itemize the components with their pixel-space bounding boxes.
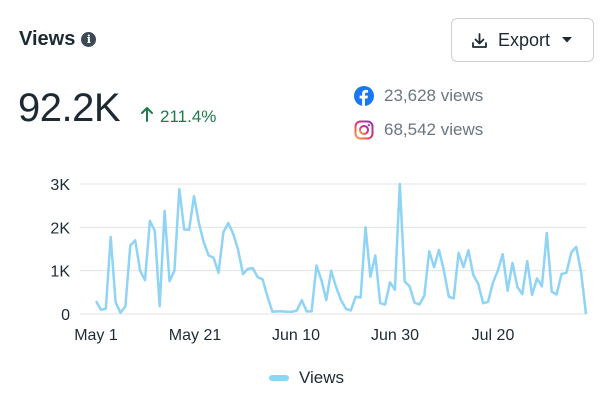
facebook-views: 23,628 views (354, 86, 483, 106)
series-line-views (94, 182, 588, 315)
x-tick-label: Jun 10 (272, 327, 320, 344)
views-header: Views i (19, 28, 97, 51)
views-line-chart: 0 1K 2K 3K May 1 May 21 Jun 10 Jun 30 Jul 20 (50, 177, 588, 344)
facebook-icon (354, 86, 374, 106)
change-indicator: 211.4% (140, 106, 216, 127)
y-tick-label: 2K (50, 220, 70, 237)
x-tick-label: May 21 (169, 327, 222, 344)
facebook-views-text: 23,628 views (384, 86, 484, 105)
total-views: 92.2K (18, 86, 121, 130)
legend-swatch (269, 375, 289, 381)
instagram-views: 68,542 views (354, 120, 483, 140)
info-icon[interactable]: i (81, 32, 97, 47)
chart-series (94, 182, 588, 315)
chevron-down-icon (560, 35, 574, 45)
chart-legend[interactable]: Views (269, 368, 344, 388)
y-tick-label: 3K (50, 177, 70, 194)
change-value: 211.4% (160, 106, 217, 126)
legend-label: Views (299, 368, 345, 387)
download-icon (471, 32, 488, 49)
export-label: Export (497, 29, 551, 50)
x-tick-label: May 1 (74, 327, 118, 344)
instagram-icon (354, 120, 374, 140)
y-tick-label: 1K (50, 264, 70, 281)
arrow-up-icon (140, 106, 154, 127)
x-axis-ticks: May 1 May 21 Jun 10 Jun 30 Jul 20 (74, 327, 514, 344)
instagram-views-text: 68,542 views (384, 120, 484, 139)
y-axis-ticks: 0 1K 2K 3K (50, 177, 70, 324)
y-tick-label: 0 (61, 307, 70, 324)
x-tick-label: Jul 20 (472, 327, 515, 344)
page-title: Views (19, 28, 76, 50)
export-button[interactable]: Export (451, 18, 594, 62)
x-tick-label: Jun 30 (371, 327, 419, 344)
